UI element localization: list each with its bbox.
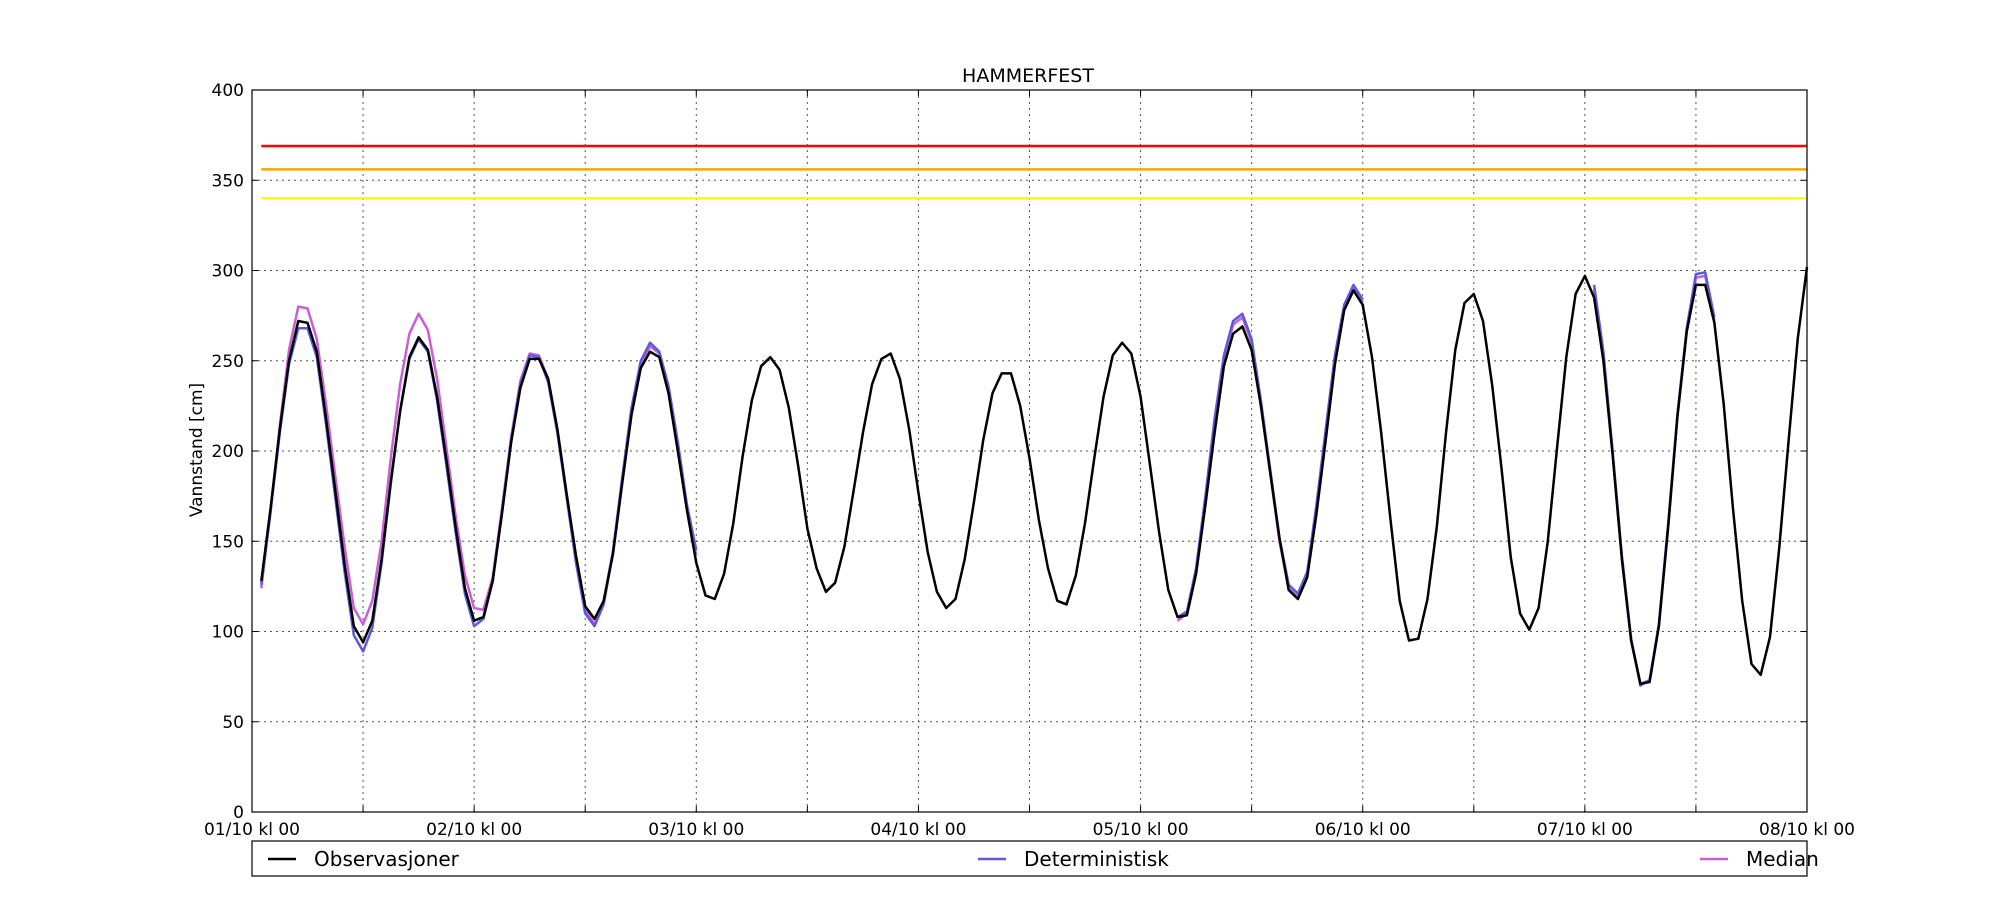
y-tick-label: 400 <box>212 81 244 101</box>
y-tick-label: 0 <box>233 803 244 823</box>
y-tick-label: 350 <box>212 171 244 191</box>
x-tick-label: 08/10 kl 00 <box>1759 820 1855 840</box>
x-tick-label: 05/10 kl 00 <box>1093 820 1189 840</box>
series-line-observasjoner <box>260 266 1809 686</box>
y-tick-label: 300 <box>212 262 244 282</box>
y-tick-label: 250 <box>212 352 244 372</box>
x-tick-label: 01/10 kl 00 <box>204 820 300 840</box>
series-line-deterministisk <box>260 327 698 653</box>
legend-label: Observasjoner <box>314 847 460 871</box>
y-tick-label: 150 <box>212 532 244 552</box>
y-tick-label: 200 <box>212 442 244 462</box>
y-axis-label: Vannstand [cm] <box>187 383 207 517</box>
y-tick-label: 100 <box>212 623 244 643</box>
series-line-median <box>1176 287 1364 622</box>
x-tick-label: 04/10 kl 00 <box>870 820 966 840</box>
series-layer <box>260 266 1809 687</box>
series-line-deterministisk <box>1592 271 1716 687</box>
x-tick-label: 03/10 kl 00 <box>648 820 744 840</box>
chart-title: HAMMERFEST <box>962 65 1094 87</box>
series-line-median <box>260 305 698 626</box>
series-line-deterministisk <box>1176 283 1364 619</box>
legend-label: Median <box>1746 847 1819 871</box>
tick-layer: 0 50 100 150 200 250 300 350 400 01/10 kl 00 02/10… <box>204 81 1855 840</box>
legend-box <box>251 840 1808 877</box>
y-tick-label: 50 <box>222 713 244 733</box>
x-tick-label: 02/10 kl 00 <box>426 820 522 840</box>
x-tick-label: 06/10 kl 00 <box>1315 820 1411 840</box>
legend-label: Deterministisk <box>1024 847 1169 871</box>
legend: Observasjoner Deterministisk Median <box>251 840 1819 877</box>
x-tick-label: 07/10 kl 00 <box>1537 820 1633 840</box>
threshold-layer <box>261 144 1807 200</box>
